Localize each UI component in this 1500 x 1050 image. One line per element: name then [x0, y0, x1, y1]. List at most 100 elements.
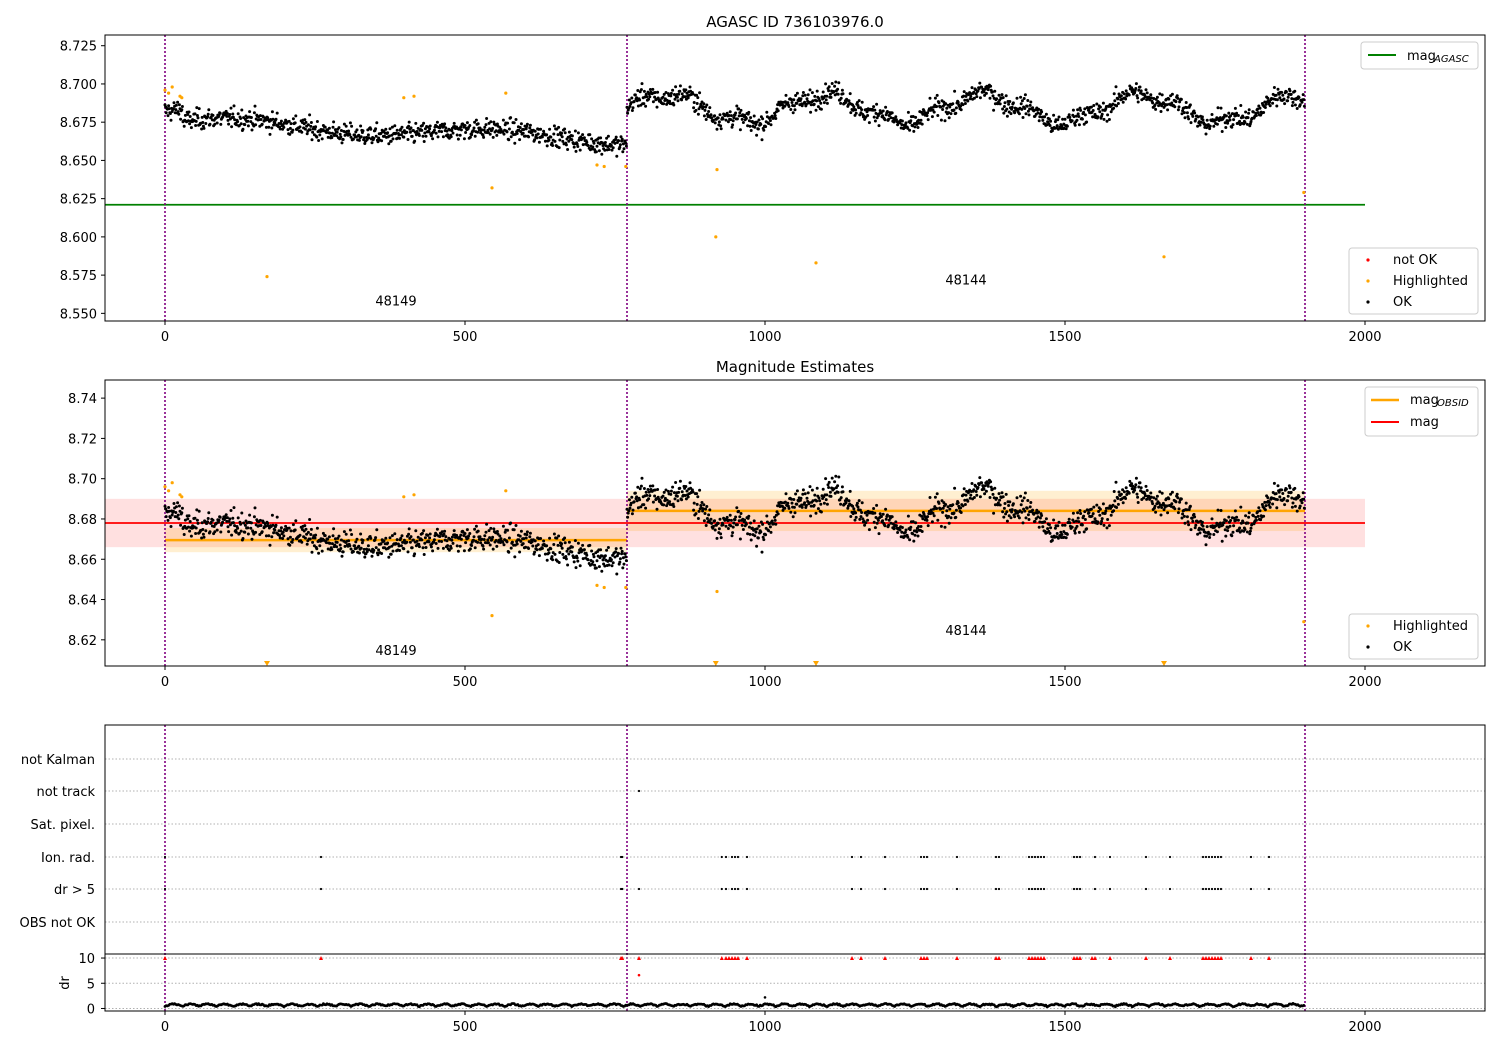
p1-ok-point: [621, 142, 625, 146]
p2-ok-point: [1248, 532, 1252, 536]
p2-ok-point: [684, 497, 688, 501]
p2-ok-point: [495, 544, 499, 548]
p1-ok-point: [638, 98, 642, 102]
p2-ok-point: [879, 515, 883, 519]
p1-ok-point: [575, 142, 579, 146]
p2-ok-point: [1048, 531, 1052, 535]
p2-ok-point: [331, 534, 335, 538]
p2-ok-point: [933, 495, 937, 499]
p2-ok-point: [621, 566, 625, 570]
p1-ok-point: [793, 108, 797, 112]
flag-point: [1033, 855, 1037, 859]
p1-ok-point: [744, 117, 748, 120]
p2-ok-point: [513, 555, 517, 559]
flag-point: [1027, 855, 1031, 859]
p1-ok-point: [515, 132, 519, 135]
flag-point: [1168, 887, 1172, 891]
p2-ok-point: [229, 509, 233, 512]
p1-ok-point: [713, 121, 717, 125]
p1-ok-point: [904, 121, 908, 125]
p2-ok-point: [1027, 518, 1031, 521]
p2-ok-point: [607, 563, 611, 567]
p2-ok-point: [515, 542, 519, 546]
p1-ok-point: [1067, 113, 1071, 117]
p2-ok-point: [975, 493, 979, 497]
dr-clipped-marker: [994, 956, 998, 961]
p1-xtick-label-4: 2000: [1348, 330, 1381, 345]
p2-ok-point: [691, 490, 695, 494]
p2-ok-point: [1010, 510, 1014, 514]
p2-ok-point: [972, 496, 976, 499]
p2-ok-point: [719, 536, 723, 540]
p1-highlighted-point: [490, 186, 494, 190]
p2-ok-point: [631, 508, 635, 512]
p2-ok-point: [230, 533, 234, 537]
p1-ok-point: [727, 114, 731, 117]
p1-ok-point: [916, 126, 920, 129]
p2-ok-point: [169, 525, 173, 528]
p1-ok-point: [574, 149, 578, 153]
p2-ok-point: [741, 528, 745, 531]
p1-ok-point: [1112, 92, 1116, 96]
p2-ok-point: [620, 549, 624, 553]
p2-ok-point: [615, 572, 619, 576]
p2-ok-point: [1185, 508, 1189, 512]
flag-point: [163, 855, 167, 859]
p1-ok-point: [1215, 122, 1219, 126]
p2-ok-point: [528, 531, 532, 535]
p1-ok-point: [300, 130, 304, 134]
p1-ok-point: [1286, 99, 1290, 103]
p2-ok-point: [837, 475, 841, 479]
flag-point: [1267, 855, 1271, 859]
p1-ok-point: [172, 101, 176, 105]
p1-ok-point: [241, 127, 245, 131]
p2-ok-point: [1210, 517, 1214, 521]
p2-ok-point: [747, 514, 751, 518]
p2-ok-point: [379, 542, 383, 546]
p2-ok-point: [1050, 538, 1054, 542]
p2-ok-point: [333, 537, 337, 541]
p1-ok-point: [961, 103, 965, 107]
p1-ok-point: [387, 142, 391, 146]
p2-ok-point: [630, 495, 634, 499]
p2-ok-point: [423, 541, 427, 545]
p1-ok-point: [380, 139, 384, 143]
p2-ok-point: [408, 540, 412, 544]
p2-ok-point: [900, 526, 904, 529]
p2-ok-point: [573, 539, 577, 543]
p1-ok-point: [626, 111, 630, 115]
p2-ok-point: [423, 536, 427, 540]
p2-ok-point: [818, 499, 822, 503]
p1-ok-point: [361, 129, 365, 133]
p2-ok-point: [1193, 515, 1197, 519]
flag-point: [1030, 855, 1034, 859]
p2-ok-point: [898, 528, 902, 532]
p1-ok-point: [607, 148, 611, 151]
p2-ok-point: [881, 512, 885, 516]
p1-ok-point: [1297, 96, 1301, 99]
p2-ok-point: [936, 518, 940, 522]
p1-ok-point: [813, 94, 817, 98]
p2-ok-point: [260, 530, 264, 534]
p2-ok-point: [1280, 488, 1284, 492]
p2-ok-point: [1268, 501, 1272, 504]
p2-ok-point: [1230, 534, 1234, 538]
p2-ok-point: [1190, 516, 1194, 520]
p1-ok-point: [236, 112, 240, 116]
p2-ok-point: [270, 535, 274, 539]
flag-point: [922, 855, 926, 859]
p2-ok-point: [1061, 523, 1065, 527]
p2-ok-point: [1144, 484, 1148, 488]
p2-ok-point: [177, 517, 181, 521]
p1-ok-point: [719, 127, 723, 131]
p2-ok-point: [1026, 513, 1030, 517]
p2-ok-point: [341, 550, 345, 554]
p2-ok-point: [1220, 539, 1224, 543]
p2-ok-point: [665, 498, 669, 502]
p1-ok-point: [563, 131, 567, 135]
p1-ok-point: [952, 108, 956, 112]
p1-ok-point: [449, 135, 453, 139]
flag-point: [1204, 887, 1208, 891]
p1-ok-point: [995, 97, 999, 101]
p1-ok-point: [1243, 121, 1247, 124]
